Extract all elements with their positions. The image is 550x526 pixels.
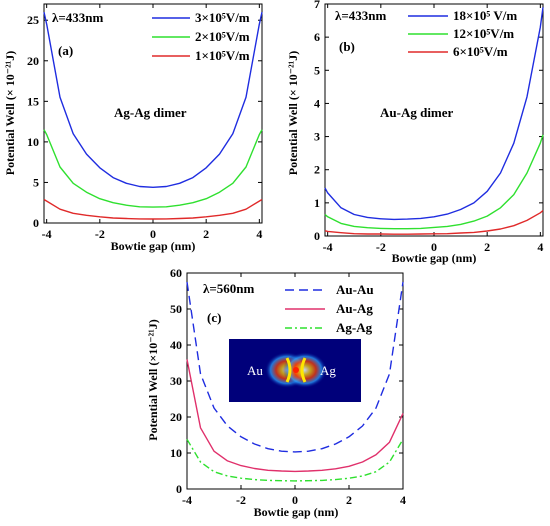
y-tick-label: 3 xyxy=(314,130,320,144)
y-tick-label: 20 xyxy=(27,54,39,68)
legend-label-2: 12×10⁵V/m xyxy=(453,26,514,41)
y-axis-label-a: Potential Well (× 10⁻²¹J) xyxy=(3,51,17,175)
legend-label-2: Au-Ag xyxy=(336,301,373,316)
series-line-1 xyxy=(43,11,263,188)
x-tick-label: -2 xyxy=(95,227,105,241)
inset-label-ag: Ag xyxy=(320,363,336,378)
x-axis-label-c: Bowtie gap (nm) xyxy=(254,505,339,519)
wavelength-annotation-c: λ=560nm xyxy=(203,281,255,296)
series-line-3 xyxy=(186,438,404,482)
x-tick-label: 0 xyxy=(431,240,437,254)
x-tick-label: -4 xyxy=(323,240,333,254)
y-tick-label: 40 xyxy=(170,338,182,352)
x-tick-label: -2 xyxy=(376,240,386,254)
inset-tip-right xyxy=(300,357,307,383)
dimer-label-b: Au-Ag dimer xyxy=(380,105,454,120)
x-tick-label: 4 xyxy=(256,227,262,241)
x-tick-label: 2 xyxy=(203,227,209,241)
y-tick-label: 50 xyxy=(170,302,182,316)
x-tick-label: 2 xyxy=(346,493,352,507)
dimer-label-a: Ag-Ag dimer xyxy=(114,105,187,120)
x-tick-label: 4 xyxy=(537,240,543,254)
curves-c xyxy=(186,281,404,482)
inset-label-au: Au xyxy=(247,363,263,378)
panel-label-c: (c) xyxy=(207,310,221,325)
x-tick-label: 0 xyxy=(150,227,156,241)
x-axis-label-a: Bowtie gap (nm) xyxy=(111,239,196,253)
series-line-1 xyxy=(324,7,544,221)
series-line-3 xyxy=(43,198,263,220)
inset-glow-right xyxy=(283,352,327,388)
y-tick-label: 30 xyxy=(170,374,182,388)
y-tick-label: 7 xyxy=(314,0,320,11)
x-tick-label: -4 xyxy=(182,493,192,507)
y-tick-label: 5 xyxy=(314,63,320,77)
legend-label-1: 18×10⁵ V/m xyxy=(453,8,517,23)
y-tick-label: 25 xyxy=(27,13,39,27)
series-line-2 xyxy=(324,134,544,230)
y-tick-label: 2 xyxy=(314,163,320,177)
ticks-b: -4 -2 0 2 4 0 1 2 3 4 5 6 7 xyxy=(314,0,543,254)
legend-label-1: 3×10⁵V/m xyxy=(195,10,250,25)
y-tick-label: 0 xyxy=(33,216,39,230)
x-tick-label: -2 xyxy=(236,493,246,507)
panel-label-a: (a) xyxy=(58,43,73,58)
wavelength-annotation-a: λ=433nm xyxy=(52,10,104,25)
legend-label-2: 2×10⁵V/m xyxy=(195,29,250,44)
chart-panel-a: -4 -2 0 2 4 0 5 10 15 20 25 λ=433nm (a) Ag-Ag dime… xyxy=(3,3,263,253)
x-tick-label: -4 xyxy=(42,227,52,241)
wavelength-annotation-b: λ=433nm xyxy=(335,8,387,23)
series-line-2 xyxy=(186,359,404,473)
legend-label-3: 1×10⁵V/m xyxy=(195,48,250,63)
curves-a xyxy=(43,11,263,220)
y-tick-label: 0 xyxy=(176,482,182,496)
legend-label-3: Ag-Ag xyxy=(336,320,373,335)
ticks-a: -4 -2 0 2 4 0 5 10 15 20 25 xyxy=(27,4,262,241)
x-axis-label-b: Bowtie gap (nm) xyxy=(392,251,477,265)
legend-label-1: Au-Au xyxy=(336,282,374,297)
legend-c: Au-Au Au-Ag Ag-Ag xyxy=(285,282,374,335)
y-tick-label: 20 xyxy=(170,410,182,424)
field-map-inset: Au Ag xyxy=(229,339,361,402)
series-line-2 xyxy=(43,129,263,208)
series-line-3 xyxy=(324,209,544,235)
series-line-1 xyxy=(186,281,404,453)
y-tick-label: 10 xyxy=(170,446,182,460)
legend-b: 18×10⁵ V/m 12×10⁵V/m 6×10⁵V/m xyxy=(408,8,517,59)
y-tick-label: 4 xyxy=(314,96,320,110)
y-tick-label: 6 xyxy=(314,30,320,44)
inset-tip-left xyxy=(285,357,292,383)
x-tick-label: 4 xyxy=(400,493,406,507)
inset-gap-hotspot xyxy=(293,367,299,373)
y-tick-label: 0 xyxy=(314,229,320,243)
y-tick-label: 10 xyxy=(27,135,39,149)
legend-label-3: 6×10⁵V/m xyxy=(453,44,508,59)
x-tick-label: 0 xyxy=(292,493,298,507)
panel-label-b: (b) xyxy=(339,39,355,54)
x-tick-label: 2 xyxy=(484,240,490,254)
y-tick-label: 5 xyxy=(33,175,39,189)
y-tick-label: 60 xyxy=(170,266,182,280)
y-tick-label: 15 xyxy=(27,94,39,108)
curves-b xyxy=(324,7,544,235)
y-tick-label: 1 xyxy=(314,196,320,210)
y-axis-label-b: Potential Well (× 10⁻²¹J) xyxy=(286,51,300,175)
y-axis-label-c: Potential Well (×10⁻²¹J) xyxy=(146,319,160,440)
legend-a: 3×10⁵V/m 2×10⁵V/m 1×10⁵V/m xyxy=(152,10,250,63)
